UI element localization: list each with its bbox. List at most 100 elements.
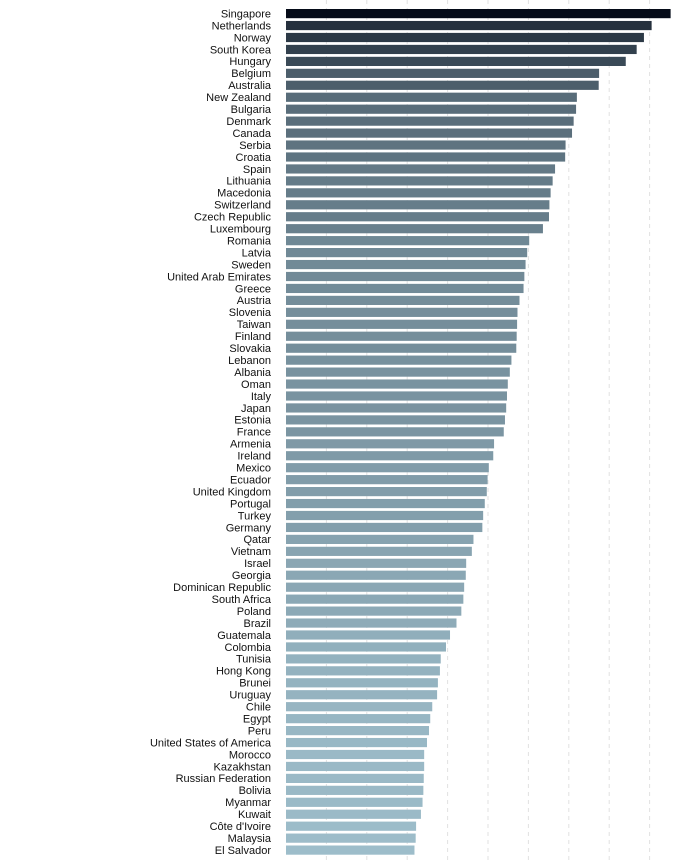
bar[interactable] (286, 714, 431, 724)
bar[interactable] (286, 367, 510, 377)
bar[interactable] (286, 582, 465, 592)
bar[interactable] (286, 32, 644, 43)
bar[interactable] (286, 558, 467, 568)
bar[interactable] (286, 152, 566, 162)
bar[interactable] (286, 212, 549, 222)
bar[interactable] (286, 44, 637, 55)
bar[interactable] (286, 785, 424, 795)
bar[interactable] (286, 9, 671, 19)
category-label: Russian Federation (176, 773, 271, 785)
bar[interactable] (286, 319, 518, 329)
category-label: Finland (235, 331, 271, 343)
bar[interactable] (286, 654, 441, 664)
bar[interactable] (286, 630, 451, 640)
category-label: Bolivia (239, 785, 272, 797)
category-label: Poland (237, 606, 271, 618)
category-label: Hungary (229, 56, 271, 68)
category-label: Sweden (231, 259, 271, 271)
bar[interactable] (286, 164, 556, 174)
category-label: Lebanon (228, 355, 271, 367)
bar[interactable] (286, 463, 489, 473)
bar[interactable] (286, 821, 417, 831)
category-label: Ireland (237, 451, 271, 463)
bar[interactable] (286, 116, 574, 126)
bar[interactable] (286, 702, 433, 712)
bar[interactable] (286, 773, 424, 783)
bar[interactable] (286, 68, 600, 78)
category-label: Belgium (231, 68, 271, 80)
bar[interactable] (286, 642, 446, 652)
bar[interactable] (286, 379, 508, 389)
category-label: Chile (246, 702, 271, 714)
bar[interactable] (286, 104, 577, 114)
bar[interactable] (286, 498, 485, 509)
bar[interactable] (286, 200, 550, 210)
bar[interactable] (286, 427, 504, 437)
bar[interactable] (286, 176, 553, 186)
bar[interactable] (286, 546, 472, 556)
category-label: Uruguay (229, 690, 271, 702)
bar[interactable] (286, 809, 421, 819)
category-label: United Arab Emirates (167, 271, 271, 283)
bar[interactable] (286, 749, 425, 760)
category-label: Switzerland (214, 200, 271, 212)
bar[interactable] (286, 355, 512, 365)
bar[interactable] (286, 487, 487, 497)
bar[interactable] (286, 259, 526, 270)
bar[interactable] (286, 307, 518, 317)
category-label: Luxembourg (210, 224, 271, 236)
bar[interactable] (286, 439, 495, 449)
bar[interactable] (286, 295, 520, 305)
bar[interactable] (286, 391, 507, 401)
bar[interactable] (286, 248, 528, 258)
category-label: Germany (226, 522, 272, 534)
bar[interactable] (286, 128, 573, 138)
bar[interactable] (286, 403, 507, 413)
bar[interactable] (286, 224, 543, 234)
category-label: Netherlands (212, 20, 272, 32)
bar[interactable] (286, 415, 505, 425)
bar[interactable] (286, 618, 457, 628)
bar[interactable] (286, 188, 551, 198)
bar[interactable] (286, 343, 517, 353)
bar[interactable] (286, 475, 488, 485)
bar[interactable] (286, 80, 599, 90)
bar[interactable] (286, 20, 652, 31)
bar[interactable] (286, 570, 466, 580)
bar[interactable] (286, 451, 494, 461)
bar[interactable] (286, 761, 425, 772)
category-label: Romania (227, 235, 272, 247)
bar[interactable] (286, 594, 464, 604)
bar[interactable] (286, 797, 423, 807)
bar[interactable] (286, 331, 517, 341)
bar[interactable] (286, 283, 524, 294)
bar[interactable] (286, 92, 577, 102)
bar[interactable] (286, 140, 566, 150)
bar[interactable] (286, 522, 483, 533)
bar[interactable] (286, 236, 530, 246)
category-label: Denmark (226, 116, 271, 128)
category-label: Italy (251, 391, 272, 403)
bars (286, 9, 671, 855)
category-label: Czech Republic (194, 212, 272, 224)
bar[interactable] (286, 678, 438, 688)
bar[interactable] (286, 606, 462, 616)
bar[interactable] (286, 534, 474, 544)
bar[interactable] (286, 666, 440, 676)
category-label: Austria (237, 295, 272, 307)
category-label: South Korea (210, 44, 272, 56)
bar[interactable] (286, 271, 525, 282)
bar[interactable] (286, 833, 416, 843)
category-label: Singapore (221, 8, 271, 20)
bar[interactable] (286, 737, 427, 748)
bar[interactable] (286, 726, 430, 736)
category-label: Armenia (230, 439, 272, 451)
bar[interactable] (286, 690, 438, 700)
bar[interactable] (286, 56, 626, 66)
bar[interactable] (286, 845, 415, 855)
bar[interactable] (286, 510, 484, 521)
category-label: Kuwait (238, 809, 271, 821)
category-label: Bulgaria (231, 104, 272, 116)
